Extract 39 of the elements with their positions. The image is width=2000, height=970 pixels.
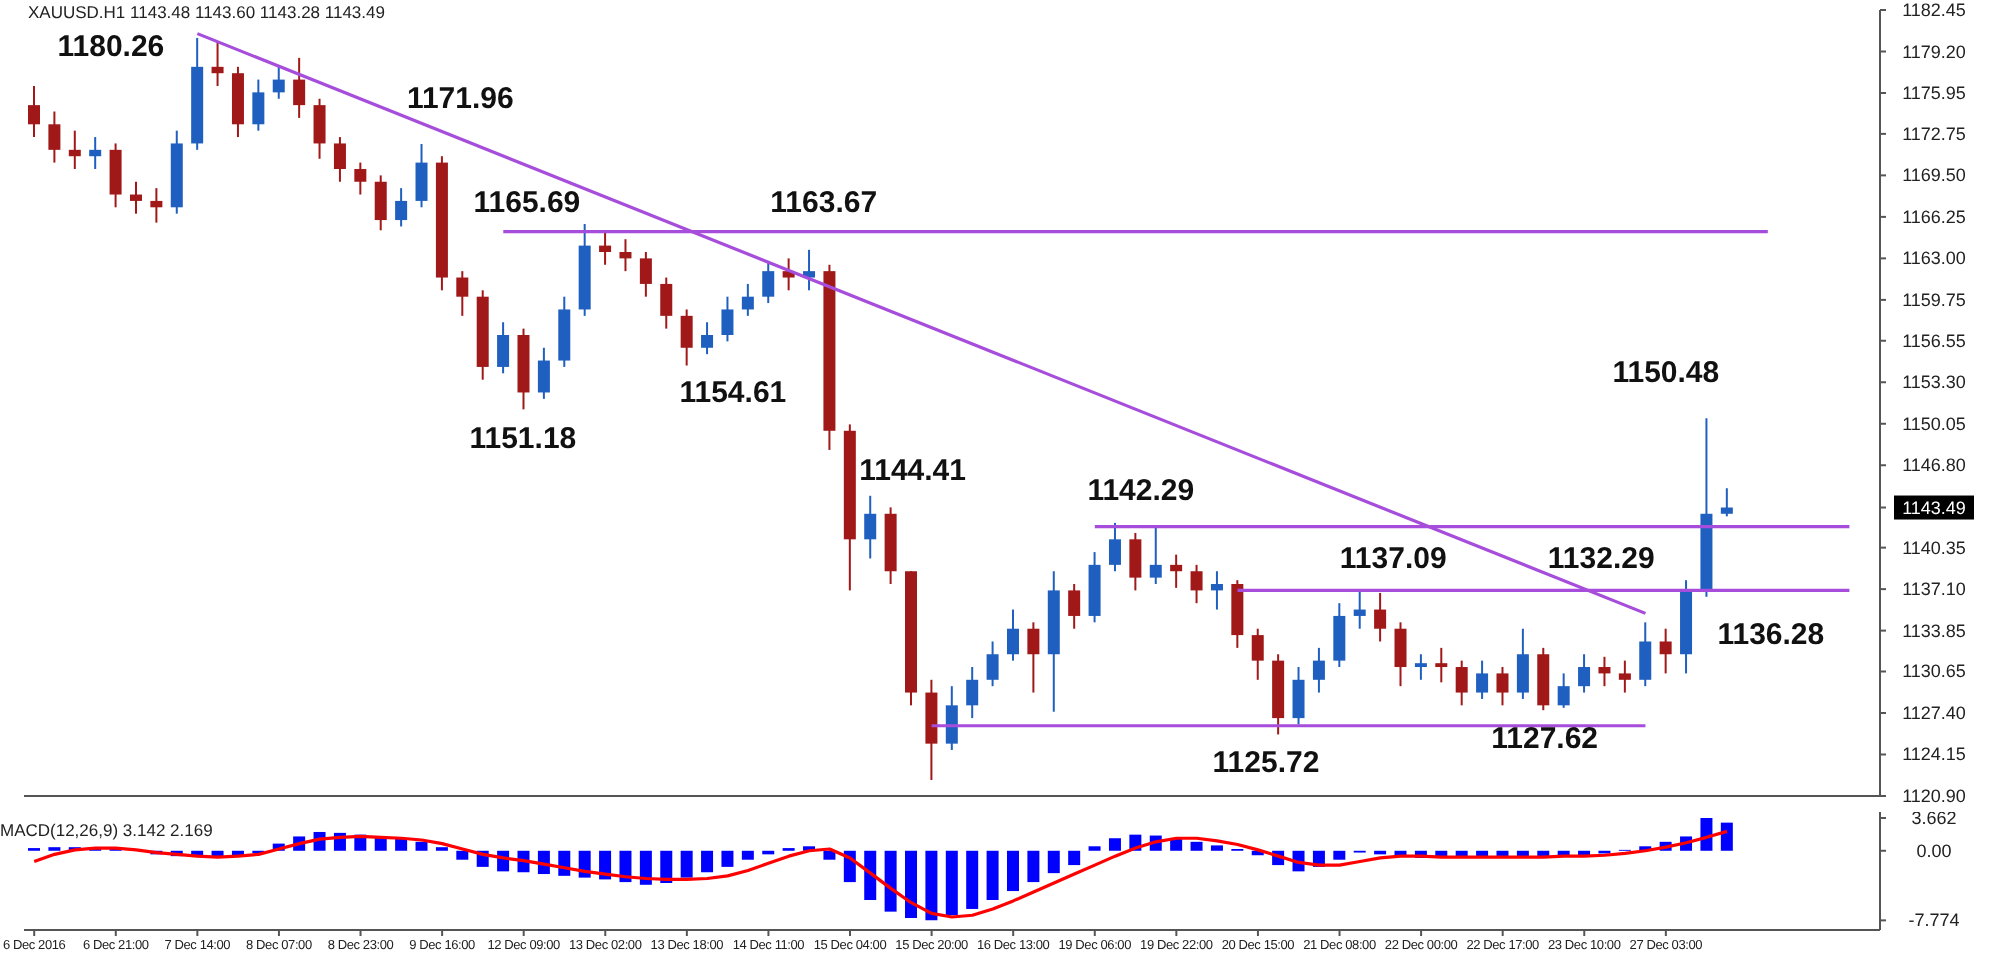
annotation: 1136.28 <box>1717 618 1825 652</box>
annotation: 1150.48 <box>1612 356 1720 390</box>
y-tick-label: 1175.95 <box>1902 83 1966 104</box>
chart-title: XAUUSD.H1 1143.48 1143.60 1143.28 1143.49 <box>28 2 385 22</box>
y-tick-label: 1127.40 <box>1902 702 1966 723</box>
y-tick-label: 1156.55 <box>1902 330 1966 351</box>
annotation: 1151.18 <box>469 422 577 456</box>
y-tick-label: 0.00 <box>1916 840 1952 861</box>
annotation: 1163.67 <box>770 186 878 220</box>
y-tick-label: 1150.05 <box>1902 413 1966 434</box>
annotation: 1165.69 <box>473 186 581 220</box>
annotation: 1180.26 <box>57 30 165 64</box>
annotation: 1127.62 <box>1491 722 1599 756</box>
y-tick-label: 1159.75 <box>1902 289 1966 310</box>
y-tick-label: 1179.20 <box>1902 41 1966 62</box>
y-tick-label: 1169.50 <box>1902 165 1966 186</box>
y-tick-label: 1182.45 <box>1902 0 1966 20</box>
y-tick-label: 1133.85 <box>1902 620 1966 641</box>
y-tick-label: 1163.00 <box>1902 248 1966 269</box>
annotation: 1142.29 <box>1087 474 1195 508</box>
y-tick-label: 1153.30 <box>1902 372 1966 393</box>
y-tick-label: 1172.75 <box>1902 123 1966 144</box>
y-tick-label: 1120.90 <box>1902 786 1966 806</box>
annotation: 1144.41 <box>859 454 966 488</box>
y-tick-label: 1130.65 <box>1902 661 1966 682</box>
y-tick-label: 3.662 <box>1911 807 1957 828</box>
y-tick-label: 1140.35 <box>1902 537 1966 558</box>
text: MACD(12,26,9) 3.142 2.169 <box>0 820 213 840</box>
annotation: 1171.96 <box>406 82 514 116</box>
y-tick-label: -7.774 <box>1908 910 1960 931</box>
y-tick-label: 1166.25 <box>1902 206 1966 227</box>
annotation: 1137.09 <box>1339 542 1447 576</box>
y-tick-label: 1124.15 <box>1902 744 1966 765</box>
annotation: 1132.29 <box>1547 542 1655 576</box>
annotation: 1125.72 <box>1212 746 1320 780</box>
y-tick-label: 1143.49 <box>1902 497 1966 518</box>
y-tick-label: 1137.10 <box>1902 579 1966 600</box>
annotation: 1154.61 <box>679 376 787 410</box>
y-tick-label: 1146.80 <box>1902 455 1966 476</box>
